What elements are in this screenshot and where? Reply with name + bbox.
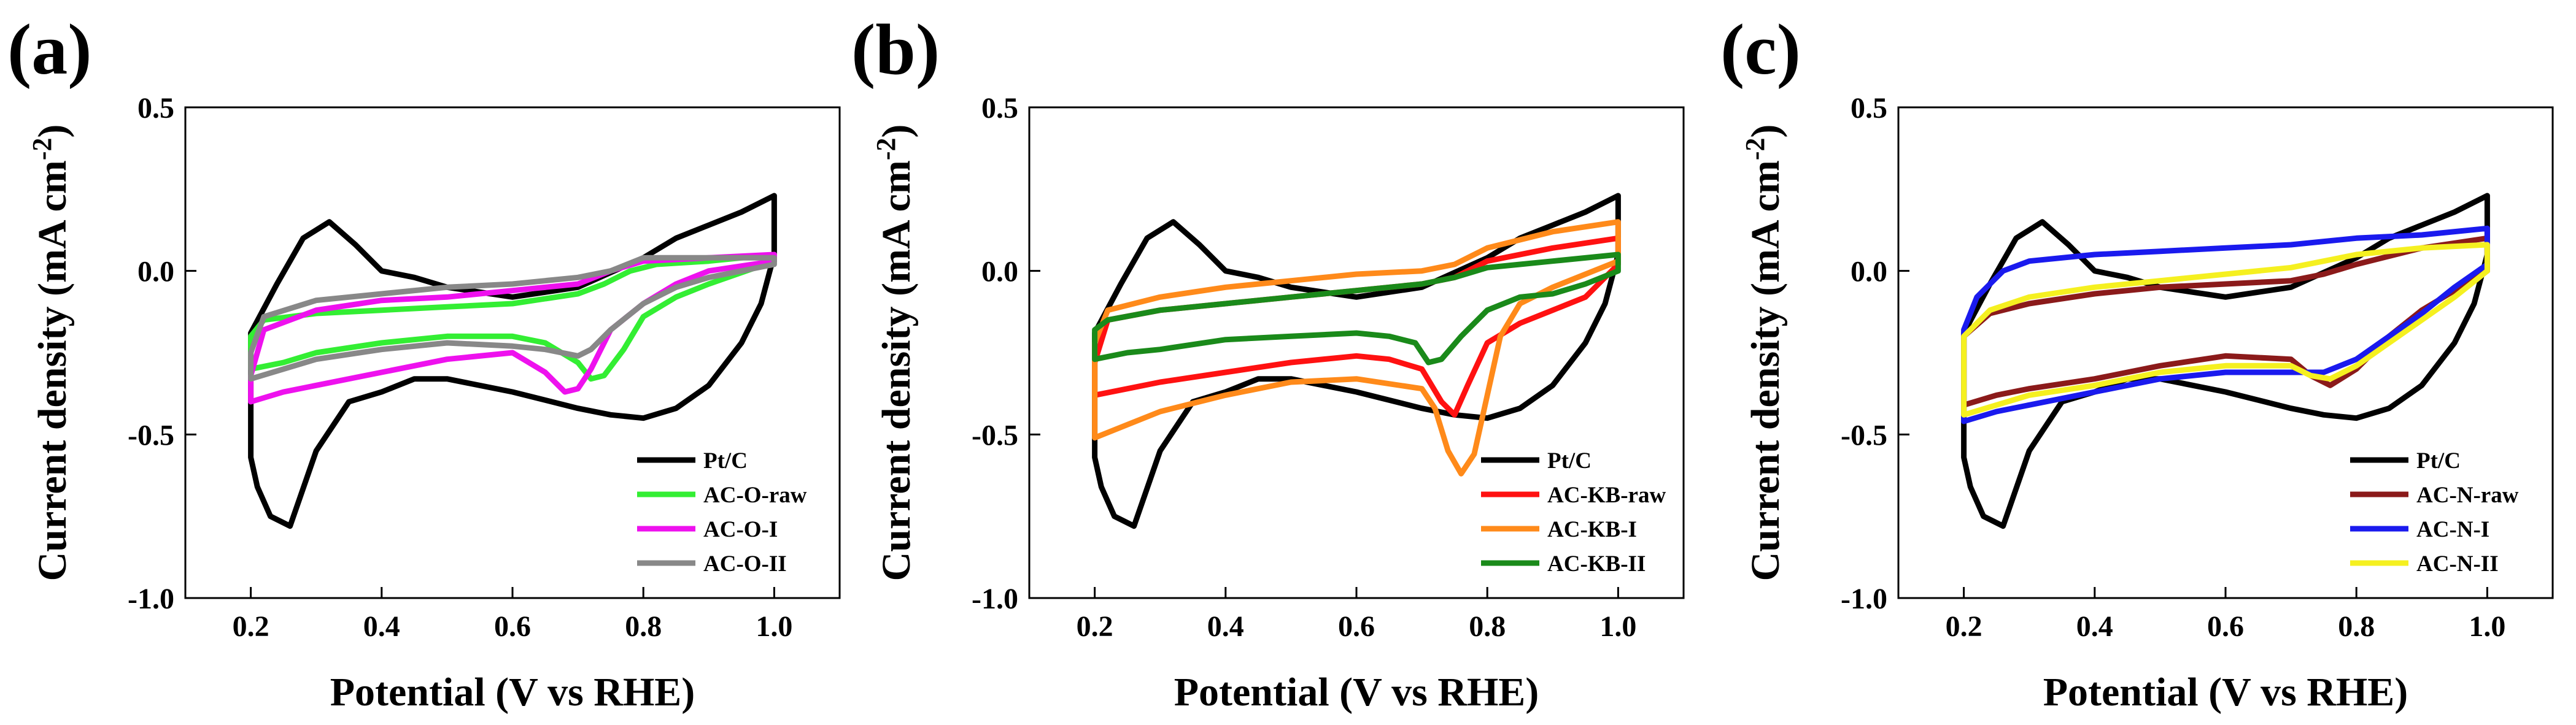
- panel-2: (b) 0.2 0.4 0.6 0.8 1.0 -1.0 -0.5 0.0 0.5 Potentia…: [851, 9, 1685, 715]
- series-line-ac-o-ii: [248, 255, 777, 382]
- legend-label: AC-O-II: [703, 551, 787, 577]
- y-tick-label: -1.0: [1841, 583, 1887, 615]
- legend-label: AC-N-raw: [2416, 483, 2519, 508]
- panel-label: (a): [7, 9, 92, 90]
- y-axis-title-superscript: -2: [1740, 138, 1770, 161]
- y-tick-label: 0.5: [981, 92, 1018, 125]
- series-line-ac-o-raw: [248, 251, 777, 382]
- series-line-ac-n-i: [1961, 225, 2490, 424]
- x-tick-label: 0.4: [1207, 610, 1244, 643]
- y-tick-label: -1.0: [128, 583, 174, 615]
- y-axis-title-suffix: ): [30, 125, 75, 138]
- y-axis-title-suffix: ): [1743, 125, 1788, 138]
- legend-label: AC-N-II: [2416, 551, 2499, 577]
- legend: Pt/C AC-O-raw AC-O-I AC-O-II: [637, 448, 807, 577]
- legend-label: AC-O-I: [703, 517, 778, 542]
- x-tick-label: 0.4: [363, 610, 400, 643]
- legend-label: Pt/C: [1547, 448, 1592, 474]
- series-line-ac-kb-i: [1092, 219, 1621, 477]
- legend-label: AC-KB-raw: [1547, 483, 1666, 508]
- legend-label: AC-KB-II: [1547, 551, 1646, 577]
- x-tick-label: 0.8: [625, 610, 662, 643]
- y-axis-title-main: Current density (mA cm: [30, 160, 75, 581]
- x-axis-title: Potential (V vs RHE): [2043, 670, 2408, 715]
- curves: [1961, 193, 2490, 529]
- x-tick-label: 0.2: [233, 610, 269, 643]
- x-tick-label: 1.0: [2469, 610, 2505, 643]
- legend-label: Pt/C: [703, 448, 748, 474]
- y-tick-label: 0.5: [1851, 92, 1887, 125]
- x-tick-label: 0.8: [2338, 610, 2375, 643]
- legend-label: AC-KB-I: [1547, 517, 1637, 542]
- y-tick-label: -0.5: [128, 419, 174, 451]
- x-axis-title: Potential (V vs RHE): [330, 670, 695, 715]
- panel-label: (b): [851, 9, 940, 90]
- x-tick-label: 0.4: [2076, 610, 2113, 643]
- x-tick-label: 1.0: [1599, 610, 1636, 643]
- y-tick-label: -0.5: [1841, 419, 1887, 451]
- series-line-ac-kb-ii: [1092, 251, 1621, 366]
- legend-label: AC-N-I: [2416, 517, 2489, 542]
- panel-1: (a) 0.2 0.4 0.6 0.8 1.0 -1.0 -0.5 0.0 0.5 Potentia…: [7, 9, 841, 715]
- y-axis-title-main: Current density (mA cm: [874, 160, 919, 581]
- x-axis-title: Potential (V vs RHE): [1174, 670, 1539, 715]
- series-line-ac-n-ii: [1961, 242, 2490, 418]
- y-axis-title-suffix: ): [874, 125, 919, 138]
- legend: Pt/C AC-N-raw AC-N-I AC-N-II: [2350, 448, 2519, 577]
- series-line-pt-c: [1961, 193, 2490, 529]
- series-line-ac-o-i: [248, 251, 777, 405]
- legend-label: Pt/C: [2416, 448, 2461, 474]
- y-tick-label: 0.0: [981, 256, 1018, 288]
- y-axis-title-superscript: -2: [27, 138, 57, 161]
- panel-3: (c) 0.2 0.4 0.6 0.8 1.0 -1.0 -0.5 0.0 0.5 Potentia…: [1720, 9, 2554, 715]
- x-tick-label: 0.2: [1077, 610, 1113, 643]
- x-tick-label: 0.2: [1946, 610, 1982, 643]
- y-tick-label: -0.5: [972, 419, 1018, 451]
- y-axis-title: Current density (mA cm-2): [27, 125, 75, 581]
- panel-label: (c): [1720, 9, 1801, 90]
- y-tick-label: 0.0: [137, 256, 174, 288]
- x-tick-label: 0.6: [494, 610, 531, 643]
- legend: Pt/C AC-KB-raw AC-KB-I AC-KB-II: [1481, 448, 1666, 577]
- series-line-pt-c: [1092, 193, 1621, 529]
- y-tick-label: 0.5: [137, 92, 174, 125]
- x-tick-label: 0.8: [1469, 610, 1506, 643]
- curves: [248, 193, 777, 529]
- curves: [1092, 193, 1621, 529]
- x-tick-label: 1.0: [756, 610, 792, 643]
- series-line-pt-c: [248, 193, 777, 529]
- y-axis-title: Current density (mA cm-2): [1740, 125, 1788, 581]
- legend-label: AC-O-raw: [703, 483, 807, 508]
- y-axis-title-superscript: -2: [871, 138, 901, 161]
- y-tick-label: 0.0: [1851, 256, 1887, 288]
- x-tick-label: 0.6: [1338, 610, 1375, 643]
- y-axis-title: Current density (mA cm-2): [871, 125, 919, 581]
- y-tick-label: -1.0: [972, 583, 1018, 615]
- x-tick-label: 0.6: [2207, 610, 2244, 643]
- y-axis-title-main: Current density (mA cm: [1743, 160, 1788, 581]
